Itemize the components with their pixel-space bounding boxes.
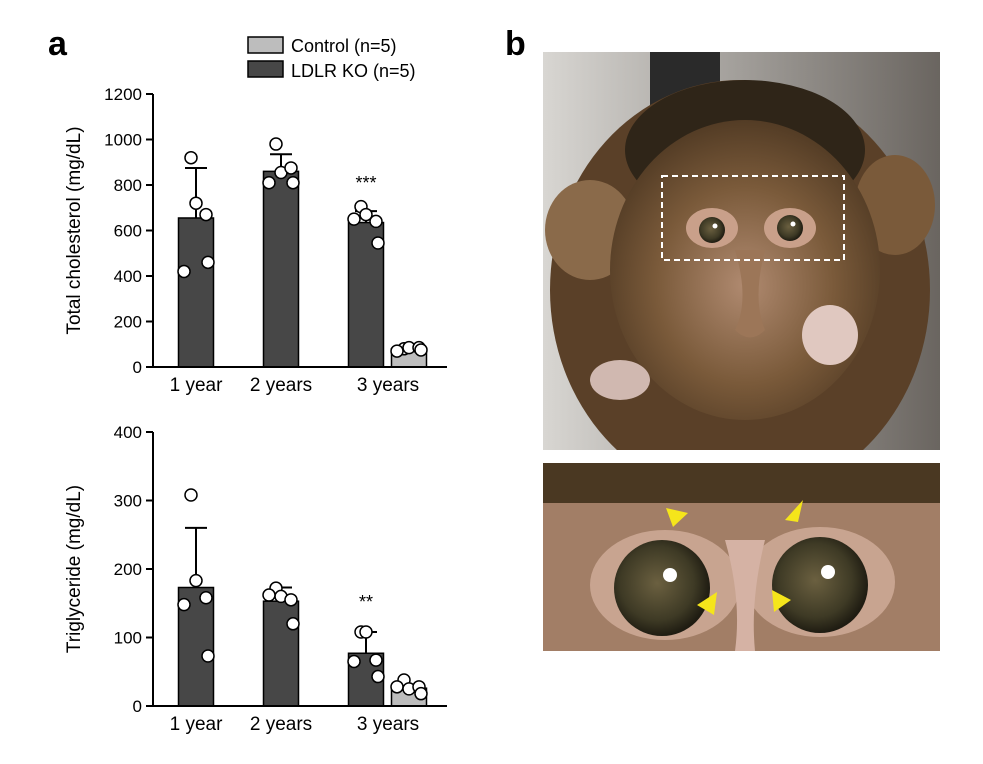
data-point [177, 264, 191, 279]
data-point [369, 214, 383, 229]
x-tick-label: 1 year [170, 375, 223, 396]
data-point [371, 669, 385, 684]
y-tick-label: 400 [114, 423, 142, 442]
data-point [359, 625, 373, 639]
data-point [284, 593, 298, 607]
y-tick-label: 600 [114, 222, 142, 241]
data-point [199, 591, 213, 605]
legend-swatch-ko [247, 60, 284, 78]
y-tick-label: 300 [114, 492, 142, 511]
legend-label-control: Control (n=5) [291, 36, 397, 56]
cholesterol-chart: *** 0 200 400 600 800 1000 1200 1 year 2 years 3 y… [64, 85, 447, 396]
data-point [390, 344, 404, 358]
y-axis-label: Total cholesterol (mg/dL) [64, 126, 85, 334]
y-tick-label: 400 [114, 267, 142, 286]
zoom-region-box [661, 175, 845, 261]
data-point [262, 175, 276, 190]
data-point [269, 137, 283, 151]
data-point [201, 649, 215, 663]
y-tick-label: 1000 [104, 131, 142, 150]
arrowhead-marker [666, 508, 688, 527]
y-tick-label: 1200 [104, 85, 142, 104]
y-tick-label: 100 [114, 629, 142, 648]
data-point [414, 343, 428, 357]
data-point [347, 212, 361, 226]
data-point [184, 488, 198, 502]
triglyceride-chart: ** 0 100 200 300 400 1 year 2 years 3 years Trigl… [64, 423, 447, 735]
y-tick-label: 0 [133, 358, 142, 377]
y-axis-label: Triglyceride (mg/dL) [64, 485, 85, 653]
eye-closeup-photo [543, 463, 940, 651]
y-tick-label: 200 [114, 560, 142, 579]
significance-label: ** [359, 592, 373, 612]
data-point [189, 573, 203, 588]
x-tick-label: 2 years [250, 714, 312, 735]
data-point [390, 680, 404, 694]
legend-swatch-control [247, 36, 284, 54]
data-point [284, 161, 298, 175]
legend-label-ko: LDLR KO (n=5) [291, 61, 416, 81]
data-point [286, 617, 300, 631]
bar-ko [177, 217, 215, 368]
y-tick-label: 800 [114, 176, 142, 195]
x-tick-label: 3 years [357, 375, 419, 396]
significance-label: *** [355, 173, 376, 193]
data-point [414, 686, 428, 701]
data-point [201, 255, 215, 270]
data-point [189, 196, 203, 210]
y-tick-label: 0 [133, 697, 142, 716]
data-point [184, 150, 198, 165]
monkey-photo [543, 52, 940, 450]
data-point [359, 207, 373, 222]
x-tick-label: 3 years [357, 714, 419, 735]
x-tick-label: 1 year [170, 714, 223, 735]
data-point [371, 236, 385, 250]
bar-ko [262, 170, 300, 368]
data-point [369, 653, 383, 667]
data-point [286, 175, 300, 190]
x-tick-label: 2 years [250, 375, 312, 396]
data-point [177, 597, 191, 612]
arrowhead-marker [697, 592, 717, 615]
y-tick-label: 200 [114, 313, 142, 332]
panel-label-a: a [48, 25, 68, 63]
data-point [347, 654, 361, 669]
bar-ko [262, 600, 300, 707]
data-point [262, 588, 276, 602]
arrowhead-marker [772, 590, 791, 612]
panel-label-b: b [505, 25, 526, 63]
legend: Control (n=5) LDLR KO (n=5) [247, 36, 416, 81]
data-point [199, 207, 213, 222]
arrowhead-marker [785, 500, 803, 522]
